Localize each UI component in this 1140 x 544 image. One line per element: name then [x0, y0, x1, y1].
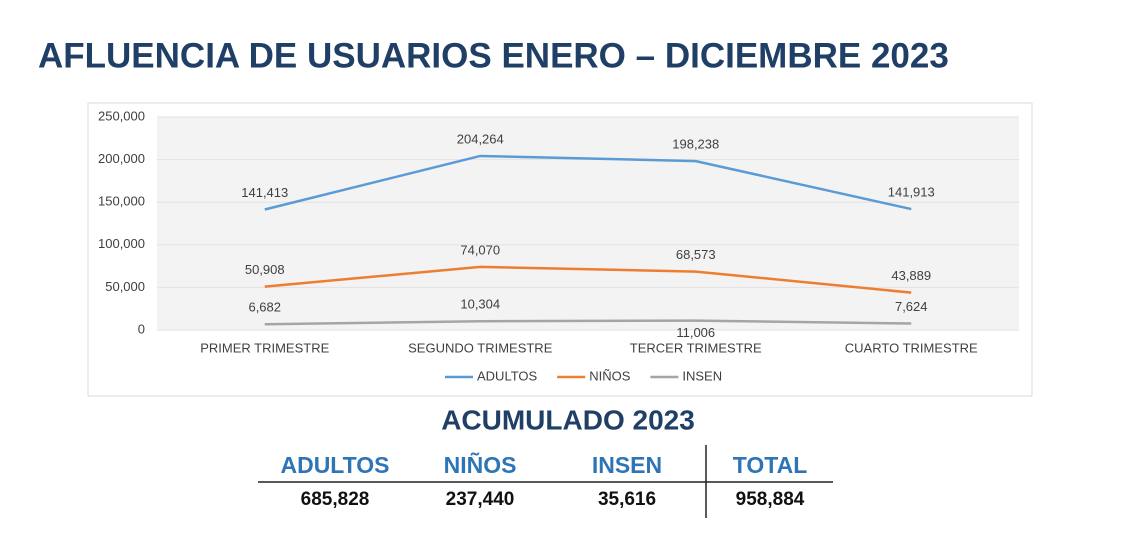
data-label: 10,304 — [460, 297, 500, 312]
data-label: 198,238 — [672, 137, 719, 152]
x-tick-label: TERCER TRIMESTRE — [630, 340, 762, 355]
legend-label: INSEN — [682, 368, 722, 383]
data-label: 6,682 — [248, 300, 281, 315]
table-value: 958,884 — [736, 489, 805, 510]
y-tick-label: 0 — [138, 321, 145, 336]
y-tick-label: 200,000 — [98, 151, 145, 166]
data-label: 7,624 — [895, 299, 928, 314]
table-value: 685,828 — [301, 489, 370, 510]
data-label: 11,006 — [676, 325, 715, 340]
data-label: 141,413 — [241, 185, 288, 200]
x-tick-label: SEGUNDO TRIMESTRE — [408, 340, 553, 355]
x-tick-label: PRIMER TRIMESTRE — [200, 340, 329, 355]
table-header: INSEN — [592, 452, 662, 478]
series-line — [264, 154, 912, 211]
data-label: 74,070 — [460, 242, 500, 257]
data-label: 204,264 — [457, 131, 504, 146]
table-header: NIÑOS — [444, 451, 517, 478]
series-line — [264, 319, 912, 326]
x-tick-label: CUARTO TRIMESTRE — [845, 340, 978, 355]
y-tick-label: 100,000 — [98, 236, 145, 251]
summary-title: ACUMULADO 2023 — [441, 404, 695, 435]
series-line — [264, 265, 912, 294]
data-label: 50,908 — [245, 262, 285, 277]
slide-title: AFLUENCIA DE USUARIOS ENERO – DICIEMBRE … — [38, 36, 949, 75]
table-value: 237,440 — [446, 489, 515, 510]
table-value: 35,616 — [598, 489, 656, 510]
legend-label: NIÑOS — [589, 368, 631, 383]
legend-label: ADULTOS — [477, 368, 538, 383]
y-tick-label: 150,000 — [98, 194, 145, 209]
data-label: 68,573 — [676, 247, 716, 262]
plot-area — [157, 117, 1019, 330]
y-tick-label: 50,000 — [105, 279, 145, 294]
data-label: 141,913 — [888, 185, 935, 200]
table-header: TOTAL — [733, 452, 808, 478]
table-header: ADULTOS — [280, 452, 389, 478]
y-tick-label: 250,000 — [98, 108, 145, 123]
data-label: 43,889 — [891, 268, 931, 283]
